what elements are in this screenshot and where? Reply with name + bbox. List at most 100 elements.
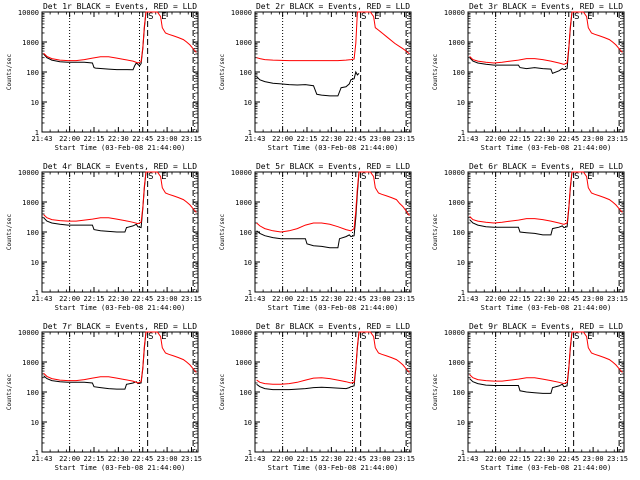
series-events-line (469, 331, 573, 394)
x-tick-label: 22:30 (534, 455, 555, 463)
y-tick-label: 1 (248, 449, 252, 457)
y-tick-label: 10 (457, 99, 465, 107)
series-lld-line (43, 171, 197, 225)
x-tick-label: 22:00 (485, 455, 506, 463)
x-tick-label: 23:15 (607, 455, 628, 463)
y-tick-label: 100 (452, 229, 465, 237)
marker-label-e: E (374, 172, 379, 182)
series-lld-line (256, 11, 410, 62)
x-tick-label: 22:30 (108, 455, 129, 463)
x-tick-label: 22:45 (132, 135, 153, 143)
x-axis-label: Start Time (03-Feb-08 21:44:00) (268, 304, 399, 312)
x-tick-label: 23:00 (583, 295, 604, 303)
plot-panel-9: Det 9r BLACK = Events, RED = LLD Counts/s… (432, 322, 628, 472)
y-axis-label: Counts/sec (6, 374, 13, 411)
series-lld-line (469, 11, 623, 65)
series-lld-line (43, 331, 197, 384)
plot-title: Det 2r BLACK = Events, RED = LLD (256, 2, 410, 11)
x-tick-label: 22:00 (485, 135, 506, 143)
x-tick-label: 22:30 (108, 295, 129, 303)
marker-label-e: E (161, 172, 166, 182)
x-tick-label: 23:00 (157, 295, 178, 303)
x-axis-label: Start Time (03-Feb-08 21:44:00) (481, 144, 612, 152)
y-axis-label: Counts/sec (432, 374, 439, 411)
x-tick-label: 22:15 (296, 295, 317, 303)
x-tick-label: 22:30 (534, 135, 555, 143)
y-tick-label: 1000 (22, 359, 39, 367)
x-tick-label: 22:30 (534, 295, 555, 303)
plot-panel-5: Det 5r BLACK = Events, RED = LLD Counts/s… (219, 162, 415, 312)
x-tick-label: 23:00 (370, 295, 391, 303)
y-tick-label: 10 (457, 419, 465, 427)
x-tick-label: 21:43 (457, 135, 478, 143)
series-events-line (469, 171, 573, 236)
marker-label-s: S (148, 172, 153, 182)
x-tick-label: 23:15 (181, 455, 202, 463)
x-tick-label: 21:43 (244, 455, 265, 463)
y-tick-label: 10 (457, 259, 465, 267)
y-tick-label: 1000 (448, 359, 465, 367)
y-tick-label: 1000 (235, 199, 252, 207)
series-events-line (469, 11, 573, 75)
x-tick-label: 22:30 (321, 455, 342, 463)
x-tick-label: 22:45 (558, 455, 579, 463)
y-axis-label: Counts/sec (432, 54, 439, 91)
x-tick-label: 22:15 (83, 135, 104, 143)
plot-panel-7: Det 7r BLACK = Events, RED = LLD Counts/s… (6, 322, 202, 472)
plot-frame (254, 331, 412, 453)
marker-label-s: S (148, 332, 153, 342)
plot-title: Det 8r BLACK = Events, RED = LLD (256, 322, 410, 331)
x-tick-label: 22:15 (509, 455, 530, 463)
series-lld-line (256, 331, 410, 385)
plot-frame (254, 11, 412, 133)
x-axis-label: Start Time (03-Feb-08 21:44:00) (55, 464, 186, 472)
x-tick-label: 23:15 (607, 295, 628, 303)
y-tick-label: 100 (239, 229, 252, 237)
y-tick-label: 100 (26, 69, 39, 77)
x-tick-label: 22:15 (509, 295, 530, 303)
y-tick-label: 100 (26, 389, 39, 397)
x-axis-label: Start Time (03-Feb-08 21:44:00) (55, 144, 186, 152)
x-tick-label: 23:00 (157, 455, 178, 463)
series-lld-line (469, 171, 623, 225)
x-tick-label: 23:15 (394, 455, 415, 463)
y-tick-label: 10000 (444, 329, 465, 337)
x-tick-label: 22:15 (296, 135, 317, 143)
y-tick-label: 10000 (18, 169, 39, 177)
plot-title: Det 7r BLACK = Events, RED = LLD (43, 322, 197, 331)
x-tick-label: 22:45 (345, 135, 366, 143)
y-axis-label: Counts/sec (432, 214, 439, 251)
y-tick-label: 10000 (231, 9, 252, 17)
x-tick-label: 21:43 (457, 295, 478, 303)
marker-label-s: S (574, 332, 579, 342)
y-tick-label: 10 (244, 259, 252, 267)
series-events-line (43, 171, 147, 233)
y-tick-label: 1000 (448, 39, 465, 47)
x-tick-label: 21:43 (244, 135, 265, 143)
x-axis-label: Start Time (03-Feb-08 21:44:00) (55, 304, 186, 312)
marker-label-e: E (587, 332, 592, 342)
x-tick-label: 22:00 (59, 135, 80, 143)
plot-title: Det 1r BLACK = Events, RED = LLD (43, 2, 197, 11)
series-events-line (43, 331, 147, 390)
x-tick-label: 22:45 (558, 295, 579, 303)
y-tick-label: 10 (31, 259, 39, 267)
y-axis-label: Counts/sec (219, 54, 226, 91)
series-lld-line (256, 171, 410, 233)
y-axis-label: Counts/sec (219, 214, 226, 251)
x-axis-label: Start Time (03-Feb-08 21:44:00) (481, 464, 612, 472)
x-tick-label: 23:00 (583, 455, 604, 463)
y-tick-label: 100 (239, 389, 252, 397)
x-tick-label: 23:15 (394, 135, 415, 143)
y-tick-label: 1000 (22, 199, 39, 207)
x-tick-label: 21:43 (31, 135, 52, 143)
y-axis-label: Counts/sec (6, 214, 13, 251)
y-tick-label: 1000 (235, 359, 252, 367)
x-tick-label: 23:15 (607, 135, 628, 143)
y-tick-label: 1 (461, 449, 465, 457)
marker-label-e: E (587, 172, 592, 182)
y-tick-label: 10000 (444, 9, 465, 17)
x-tick-label: 22:30 (108, 135, 129, 143)
x-tick-label: 22:45 (132, 455, 153, 463)
plot-panel-4: Det 4r BLACK = Events, RED = LLD Counts/s… (6, 162, 202, 312)
